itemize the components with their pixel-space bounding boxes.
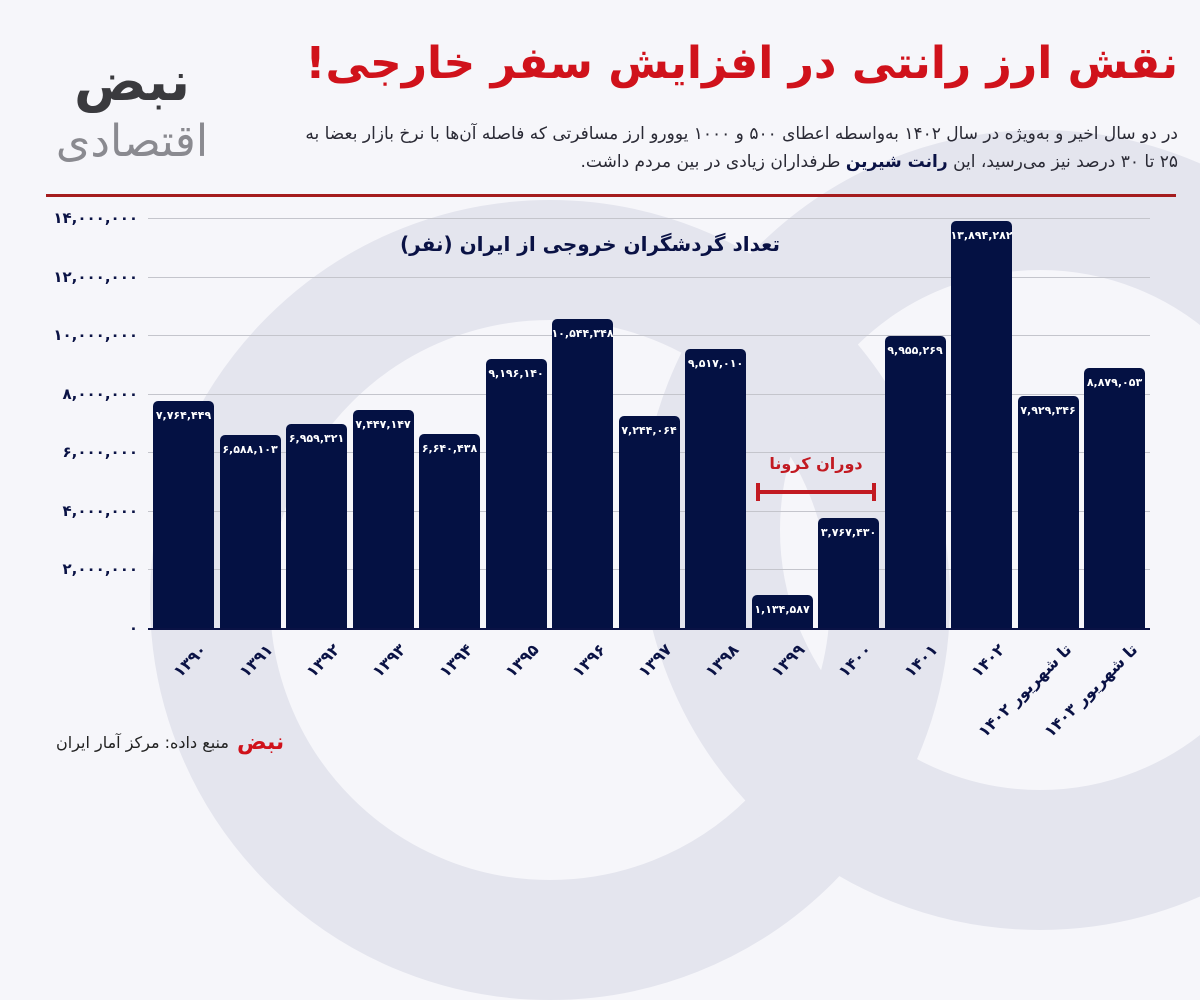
subtitle-bold-text: رانت شیرین — [845, 152, 948, 172]
bar: ۹,۵۱۷,۰۱۰ — [685, 349, 746, 628]
bar-value-label: ۶,۶۴۰,۴۳۸ — [421, 441, 478, 455]
gridline — [148, 335, 1150, 337]
bar-value-label: ۷,۲۴۴,۰۶۴ — [621, 423, 677, 437]
bar-value-label: ۷,۷۶۴,۴۴۹ — [155, 408, 212, 422]
page-subtitle: در دو سال اخیر و به‌ویژه در سال ۱۴۰۲ به‌… — [218, 120, 1178, 176]
bar: ۳,۷۶۷,۴۳۰ — [818, 517, 879, 628]
subtitle-text: ۲۵ تا ۳۰ درصد نیز می‌رسید، این — [947, 152, 1178, 172]
x-axis-tick-label: ۱۳۹۷ — [634, 640, 676, 682]
page-title: نقش ارز رانتی در افزایش سفر خارجی! — [305, 38, 1179, 89]
corona-bracket-cap-right — [872, 483, 876, 501]
x-axis-tick-label: ۱۴۰۲ — [967, 640, 1009, 682]
bar-value-label: ۱۳,۸۹۴,۲۸۲ — [950, 229, 1013, 243]
y-axis-tick-label: ۱۴,۰۰۰,۰۰۰ — [53, 209, 138, 227]
bar: ۱۰,۵۴۴,۳۴۸ — [551, 319, 614, 628]
bar: ۹,۹۵۵,۲۶۹ — [884, 336, 946, 628]
bar-value-label: ۸,۸۷۹,۰۵۳ — [1086, 375, 1143, 389]
data-source: نبض منبع داده: مرکز آمار ایران — [56, 730, 287, 755]
logo-mark: نبض — [74, 50, 194, 113]
bar-value-label: ۱,۱۳۴,۵۸۷ — [754, 602, 810, 616]
gridline — [148, 276, 1150, 278]
corona-annotation-label: دوران کرونا — [769, 454, 863, 473]
brand-logo: نبض اقتصادی — [52, 52, 212, 182]
bar-value-label: ۶,۹۵۹,۳۲۱ — [288, 432, 345, 446]
bar-value-label: ۱۰,۵۴۴,۳۴۸ — [551, 327, 614, 341]
subtitle-line-2: ۲۵ تا ۳۰ درصد نیز می‌رسید، این رانت شیری… — [218, 148, 1178, 176]
y-axis-tick-label: ۱۰,۰۰۰,۰۰۰ — [53, 326, 138, 345]
bar-value-label: ۷,۴۴۷,۱۴۷ — [355, 417, 411, 431]
x-axis-tick-label: ۱۳۹۸ — [701, 640, 743, 682]
x-axis-tick-label: ۱۳۹۳ — [368, 640, 410, 682]
y-axis-tick-label: ۴,۰۰۰,۰۰۰ — [62, 501, 138, 520]
bar: ۸,۸۷۹,۰۵۳ — [1084, 367, 1145, 628]
x-axis-tick-label: ۱۴۰۱ — [900, 640, 942, 682]
bar-value-label: ۹,۵۱۷,۰۱۰ — [687, 357, 744, 371]
chart-title: تعداد گردشگران خروجی از ایران (نفر) — [400, 232, 780, 256]
subtitle-text-end: طرفداران زیادی در بین مردم داشت. — [580, 152, 846, 172]
bar-value-label: ۷,۹۲۹,۳۴۶ — [1020, 403, 1076, 417]
subtitle-line-1: در دو سال اخیر و به‌ویژه در سال ۱۴۰۲ به‌… — [305, 124, 1178, 144]
x-axis-tick-label: ۱۳۹۲ — [302, 640, 344, 682]
y-axis-tick-label: ۲,۰۰۰,۰۰۰ — [62, 560, 138, 579]
x-axis-tick-label: ۱۳۹۱ — [235, 640, 277, 682]
y-axis-tick-label: ۰ — [128, 619, 138, 637]
x-axis-tick-label: ۱۳۹۶ — [568, 640, 610, 682]
y-axis-tick-label: ۶,۰۰۰,۰۰۰ — [62, 443, 138, 462]
bar: ۱,۱۳۴,۵۸۷ — [751, 594, 813, 628]
bar: ۷,۴۴۷,۱۴۷ — [352, 409, 414, 628]
x-axis-tick-label: ۱۳۹۴ — [435, 640, 477, 682]
y-axis-tick-label: ۱۲,۰۰۰,۰۰۰ — [53, 267, 138, 286]
header-divider — [46, 194, 1176, 197]
x-axis-baseline — [148, 628, 1150, 630]
bar: ۶,۶۴۰,۴۳۸ — [419, 433, 480, 628]
y-axis-tick-label: ۸,۰۰۰,۰۰۰ — [62, 384, 138, 403]
x-axis-tick-label: ۱۳۹۵ — [501, 640, 543, 682]
bar-value-label: ۳,۷۶۷,۴۳۰ — [820, 525, 877, 539]
x-axis-tick-label: ۱۳۹۹ — [767, 640, 809, 682]
bar: ۶,۵۸۸,۱۰۳ — [219, 435, 281, 628]
source-text: منبع داده: مرکز آمار ایران — [56, 733, 229, 752]
source-logo-icon: نبض — [236, 730, 287, 755]
corona-annotation-bracket — [758, 490, 876, 494]
bar: ۷,۲۴۴,۰۶۴ — [618, 415, 680, 628]
x-axis-tick-label: ۱۳۹۰ — [169, 640, 211, 682]
bar-value-label: ۹,۱۹۶,۱۴۰ — [488, 366, 544, 380]
bar-value-label: ۶,۵۸۸,۱۰۳ — [222, 443, 278, 457]
bar-value-label: ۹,۹۵۵,۲۶۹ — [887, 344, 943, 358]
bar: ۱۳,۸۹۴,۲۸۲ — [950, 221, 1013, 628]
corona-bracket-cap-left — [756, 483, 760, 501]
bar: ۶,۹۵۹,۳۲۱ — [286, 424, 347, 628]
bar: ۹,۱۹۶,۱۴۰ — [485, 358, 547, 628]
logo-wordmark: اقتصادی — [55, 116, 209, 167]
gridline — [148, 218, 1150, 219]
bar: ۷,۷۶۴,۴۴۹ — [153, 400, 214, 628]
bar: ۷,۹۲۹,۳۴۶ — [1017, 395, 1079, 628]
gridline — [148, 393, 1150, 395]
x-axis-tick-label: ۱۴۰۰ — [834, 640, 876, 682]
